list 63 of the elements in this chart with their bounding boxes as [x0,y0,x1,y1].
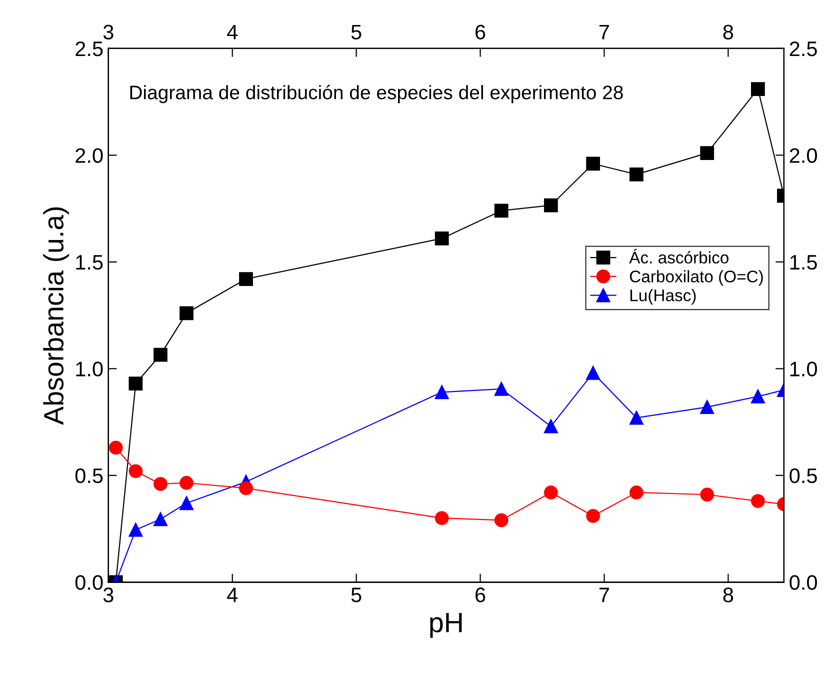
legend-label: Lu(Hasc) [630,289,696,305]
x2-tick-label: 3 [103,24,114,40]
point [434,511,449,526]
point [128,464,143,478]
x2-tick-label: 8 [723,24,734,40]
x2-tick-label: 4 [227,24,238,40]
point [586,156,600,171]
y-tick-label: 1.0 [76,362,103,376]
point [128,522,143,537]
x2-tick-label: 5 [351,24,362,40]
annotation: Diagrama de distribución de especies del experimento 28 [130,84,623,104]
point [180,306,194,320]
point [544,419,558,434]
point [128,376,143,391]
y2-tick-label: 0.0 [790,575,817,590]
y-tick-label: 0.0 [75,575,103,590]
point [434,232,449,246]
point [586,509,600,523]
x2-tick-label: 7 [600,24,609,40]
point [750,82,765,96]
x-tick-label: 7 [600,588,609,602]
x-tick-label: 5 [351,588,362,602]
point [494,204,508,218]
y2-tick-label: 1.5 [790,255,817,270]
x-tick-label: 4 [227,588,238,602]
point [544,486,558,500]
point [494,513,508,528]
point [630,410,644,425]
point [154,512,168,526]
y2-tick-label: 0.5 [790,468,817,484]
y-tick-label: 2.0 [76,148,103,163]
point [750,389,765,404]
point [434,385,449,400]
point [494,382,508,396]
y-axis-title: Absorbancia (u.a) [43,207,70,425]
x-tick-label: 6 [476,588,486,602]
y-tick-label: 2.5 [76,41,103,56]
x2-tick-label: 6 [476,24,486,40]
point [544,198,558,212]
point [180,476,194,490]
y2-tick-label: 1.0 [790,362,817,376]
point [108,440,123,455]
point [700,488,714,502]
y-tick-label: 1.5 [76,255,103,270]
point [750,494,765,508]
point [630,167,644,182]
point [239,272,253,286]
x-tick-label: 8 [723,588,734,602]
x-tick-label: 3 [103,588,114,602]
point [586,366,600,380]
y2-tick-label: 2.0 [790,148,817,163]
y-tick-label: 0.5 [75,468,103,484]
point [180,496,194,510]
point [700,146,714,160]
x-axis-title: pH [430,613,462,638]
point [700,400,714,414]
y2-tick-label: 2.5 [790,41,817,56]
legend-label: Carboxilato (O=C) [630,270,763,286]
legend-label: Ác. ascórbico [629,248,728,264]
point [154,348,168,362]
point [630,486,644,500]
point [239,481,253,496]
point [154,477,168,491]
